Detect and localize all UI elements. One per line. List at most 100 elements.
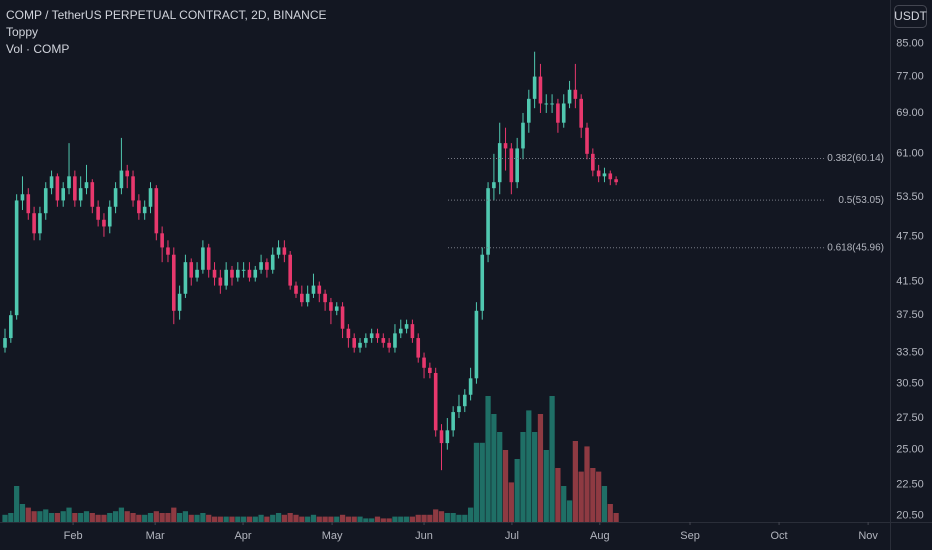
volume-bar	[345, 516, 352, 522]
volume-bar	[275, 513, 282, 522]
volume-bar	[142, 514, 148, 522]
volume-bar	[258, 514, 264, 522]
candle-body	[102, 219, 106, 227]
candle-body	[20, 194, 25, 201]
candle-body	[183, 262, 188, 294]
volume-bar	[601, 486, 608, 522]
candle-body	[323, 293, 327, 303]
indicator-label: Vol · COMP	[6, 42, 69, 56]
volume-bar	[43, 509, 49, 522]
y-tick-label: 20.50	[896, 509, 924, 521]
currency-button[interactable]	[894, 5, 927, 28]
x-tick-label: Mar	[146, 530, 165, 542]
y-tick-label: 37.50	[896, 309, 924, 321]
x-tick-label: Feb	[64, 530, 83, 542]
volume-bar	[60, 511, 66, 522]
candle-body	[358, 342, 362, 348]
candle-body	[282, 247, 287, 255]
volume-bar	[206, 514, 212, 522]
volume-bar	[438, 511, 445, 522]
candle-body	[445, 430, 450, 444]
candle-body	[579, 98, 583, 128]
volume-bar	[514, 459, 520, 522]
y-tick-label: 47.50	[896, 231, 924, 243]
volume-bar	[246, 516, 253, 522]
volume-bar	[543, 450, 549, 522]
volume-bar	[188, 514, 194, 522]
candle-body	[78, 188, 83, 201]
candle-body	[177, 293, 182, 311]
volume-bar	[467, 507, 474, 522]
volume-bar	[578, 471, 584, 522]
candle-body	[230, 269, 234, 278]
x-tick-label: Sep	[680, 530, 700, 542]
volume-bar	[252, 516, 258, 522]
x-tick-label: Jun	[415, 530, 433, 542]
volume-bar	[200, 513, 206, 522]
candle-body	[142, 206, 147, 214]
candle-body	[171, 254, 176, 311]
volume-bar	[153, 511, 159, 522]
volume-bar	[427, 514, 433, 522]
candle-body	[544, 103, 549, 105]
volume-bar	[171, 507, 177, 522]
volume-bar	[72, 513, 78, 522]
volume-bar	[37, 511, 43, 522]
candle-body	[329, 302, 333, 311]
candle-body	[550, 103, 554, 105]
y-tick-label: 30.50	[896, 378, 924, 390]
volume-bar	[450, 513, 456, 522]
candle-body	[369, 333, 374, 339]
x-tick-label: May	[322, 530, 343, 542]
volume-bar	[264, 516, 270, 522]
candle-body	[596, 170, 601, 177]
volume-bar	[217, 516, 223, 522]
y-tick-label: 22.50	[896, 478, 924, 490]
candle-body	[410, 324, 415, 339]
currency-label[interactable]: USDT	[894, 9, 927, 23]
volume-bar	[339, 514, 346, 522]
candle-body	[32, 213, 36, 234]
y-tick-label: 69.00	[896, 107, 924, 119]
volume-bar	[607, 504, 613, 522]
candle-body	[300, 293, 304, 303]
volume-bar	[66, 507, 72, 522]
volume-bar	[584, 446, 590, 522]
volume-bar	[159, 513, 165, 522]
candle-body	[561, 103, 566, 123]
candle-body	[585, 127, 589, 154]
volume-bar	[118, 507, 125, 522]
candle-body	[270, 254, 275, 270]
volume-bar	[566, 500, 573, 522]
candle-body	[532, 76, 537, 99]
candle-body	[49, 176, 54, 189]
candle-body	[3, 338, 7, 348]
candle-body	[107, 206, 112, 227]
volume-bar	[613, 513, 619, 522]
candle-body	[96, 206, 100, 220]
volume-bar	[421, 514, 427, 522]
volume-bar	[310, 514, 317, 522]
candle-body	[334, 306, 339, 311]
candle-body	[119, 170, 124, 189]
candle-body	[515, 148, 519, 183]
candle-body	[212, 269, 217, 278]
candle-body	[393, 333, 397, 348]
candle-body	[521, 122, 525, 149]
fib-level-label: 0.5(53.05)	[838, 195, 884, 206]
volume-bar	[561, 486, 567, 522]
candle-body	[422, 357, 426, 368]
candle-body	[166, 247, 170, 255]
candle-body	[474, 310, 479, 379]
volume-bar	[351, 516, 357, 522]
candle-body	[265, 262, 269, 270]
volume-bar	[555, 468, 561, 522]
candle-body	[26, 194, 31, 214]
volume-bar	[25, 507, 31, 522]
volume-bar	[502, 450, 509, 522]
candle-body	[492, 182, 496, 189]
volume-bar	[287, 513, 293, 522]
y-tick-label: 41.50	[896, 275, 924, 287]
volume-bar	[532, 432, 538, 522]
